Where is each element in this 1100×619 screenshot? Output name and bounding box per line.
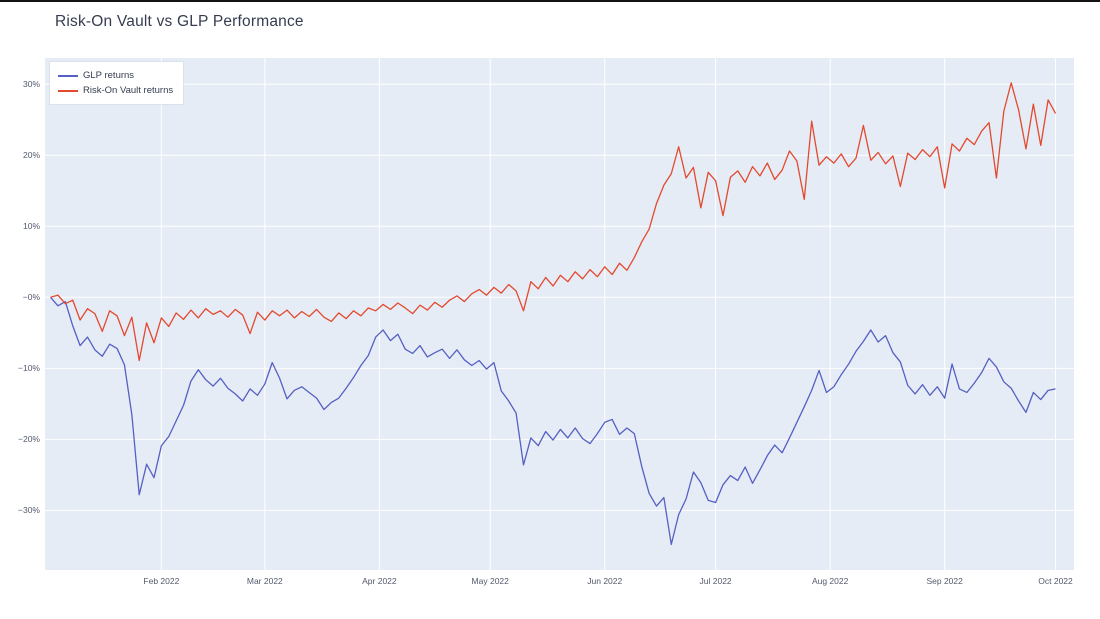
risk-on-vault-line-swatch-icon	[58, 89, 78, 92]
legend: GLP returns Risk-On Vault returns	[50, 62, 184, 104]
y-tick-label: 10%	[22, 221, 40, 232]
x-tick-label: Feb 2022	[143, 576, 180, 586]
x-tick-label: May 2022	[471, 576, 509, 586]
chart-title: Risk-On Vault vs GLP Performance	[55, 13, 304, 30]
legend-label-glp-returns: GLP returns	[83, 70, 135, 81]
y-tick-label: 30%	[22, 79, 40, 90]
legend-item-glp-returns[interactable]: GLP returns	[58, 68, 173, 83]
y-tick-label: 20%	[22, 150, 40, 161]
risk-on-vault-returns-line[interactable]	[50, 82, 1057, 362]
legend-item-risk-on-vault-returns[interactable]: Risk-On Vault returns	[58, 83, 173, 98]
x-tick-label: Jul 2022	[699, 576, 732, 586]
glp-line-swatch-icon	[58, 74, 78, 77]
x-tick-label: Oct 2022	[1038, 576, 1073, 586]
plot-area[interactable]	[45, 58, 1074, 570]
y-tick-label: −20%	[18, 434, 40, 445]
x-tick-label: Mar 2022	[246, 576, 283, 586]
x-tick-label: Jun 2022	[587, 576, 623, 586]
glp-returns-line[interactable]	[50, 296, 1056, 546]
window-top-border	[0, 0, 1100, 2]
x-tick-label: Aug 2022	[811, 576, 849, 586]
y-tick-label: −30%	[18, 505, 40, 516]
x-tick-label: Apr 2022	[362, 576, 397, 586]
x-tick-label: Sep 2022	[926, 576, 963, 586]
y-tick-label: −0%	[22, 292, 40, 303]
legend-label-risk-on-vault-returns: Risk-On Vault returns	[83, 85, 174, 96]
y-tick-label: −10%	[18, 363, 40, 374]
